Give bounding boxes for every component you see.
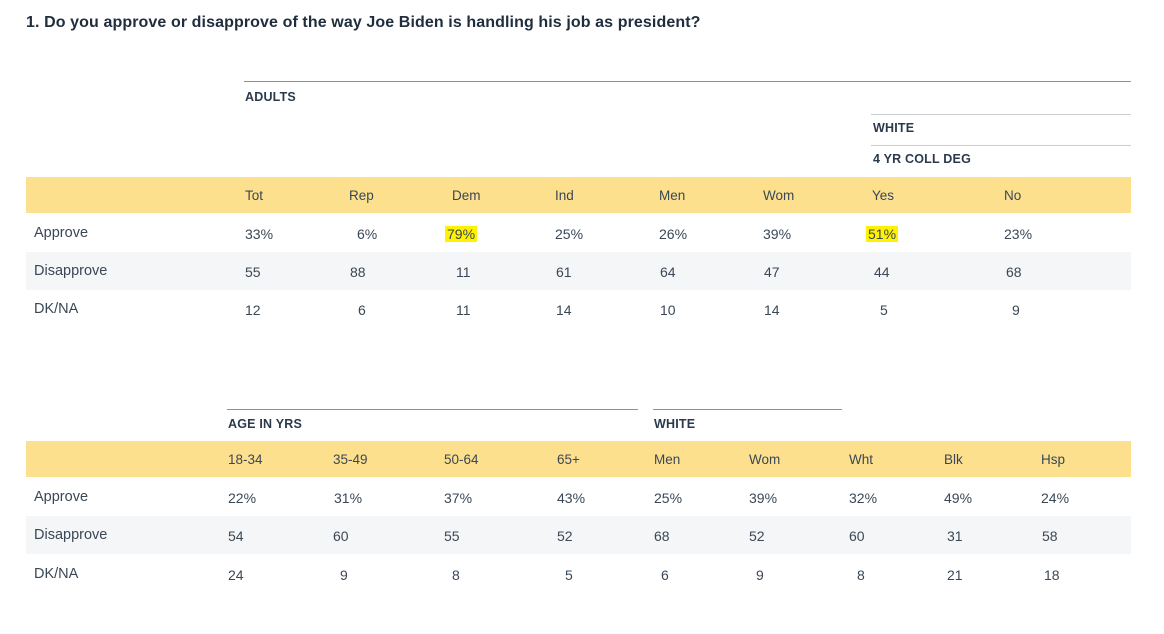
cell: 64 <box>660 264 676 280</box>
cell: 61 <box>556 264 572 280</box>
col-header-men: Men <box>654 452 681 467</box>
cell: 47 <box>764 264 780 280</box>
cell: 23% <box>1004 226 1033 242</box>
question-title: 1. Do you approve or disapprove of the w… <box>26 14 701 31</box>
row-stripe <box>26 516 1131 554</box>
row-label-disapprove: Disapprove <box>34 263 108 279</box>
cell: 10 <box>660 302 676 318</box>
cell: 68 <box>1006 264 1022 280</box>
cell: 79% <box>445 226 478 242</box>
col-header-no: No <box>1004 188 1022 203</box>
cell: 49% <box>944 490 973 506</box>
cell: 24% <box>1041 490 1070 506</box>
cell: 58 <box>1042 528 1058 544</box>
row-stripe <box>26 252 1131 290</box>
group-label-coll-deg: 4 YR COLL DEG <box>873 152 971 166</box>
col-header-ind: Ind <box>555 188 574 203</box>
cell: 52 <box>749 528 765 544</box>
cell: 11 <box>456 302 471 318</box>
cell: 60 <box>333 528 349 544</box>
col-header-dem: Dem <box>452 188 481 203</box>
cell: 26% <box>659 226 688 242</box>
row-label-dkna: DK/NA <box>34 566 79 582</box>
col-header-blk: Blk <box>944 452 963 467</box>
col-header-yes: Yes <box>872 188 895 203</box>
cell: 14 <box>764 302 780 318</box>
group-label-age: AGE IN YRS <box>228 417 303 431</box>
col-header-wom: Wom <box>749 452 781 467</box>
row-label-approve: Approve <box>34 225 89 241</box>
row-label-dkna: DK/NA <box>34 301 79 317</box>
cell: 88 <box>350 264 366 280</box>
cell: 51% <box>866 226 899 242</box>
col-header-wom: Wom <box>763 188 795 203</box>
group-label-white-2: WHITE <box>654 417 696 431</box>
cell: 32% <box>849 490 878 506</box>
header-band <box>26 441 1131 477</box>
cell: 9 <box>1012 302 1020 318</box>
cell: 18 <box>1044 567 1060 583</box>
header-band <box>26 177 1131 213</box>
coll-deg-rule <box>871 145 1131 146</box>
cell: 39% <box>763 226 792 242</box>
cell: 43% <box>557 490 586 506</box>
col-header-18-34: 18-34 <box>228 452 263 467</box>
cell: 9 <box>756 567 764 583</box>
cell: 11 <box>456 264 471 280</box>
cell: 5 <box>880 302 888 318</box>
cell: 6 <box>661 567 669 583</box>
highlighted-value: 51% <box>866 226 899 242</box>
cell: 12 <box>245 302 261 318</box>
adults-rule <box>244 81 1131 82</box>
cell: 5 <box>565 567 573 583</box>
cell: 39% <box>749 490 778 506</box>
cell: 52 <box>557 528 573 544</box>
cell: 31% <box>334 490 363 506</box>
white-rule-2 <box>653 409 842 410</box>
cell: 68 <box>654 528 670 544</box>
group-label-white: WHITE <box>873 121 915 135</box>
cell: 6% <box>357 226 378 242</box>
cell: 44 <box>874 264 890 280</box>
row-label-approve: Approve <box>34 489 89 505</box>
cell: 6 <box>358 302 366 318</box>
col-header-65plus: 65+ <box>557 452 580 467</box>
row-label-disapprove: Disapprove <box>34 527 108 543</box>
col-header-hsp: Hsp <box>1041 452 1066 467</box>
col-header-50-64: 50-64 <box>444 452 479 467</box>
cell: 21 <box>947 567 963 583</box>
white-rule <box>871 114 1131 115</box>
highlighted-value: 79% <box>445 226 478 242</box>
col-header-35-49: 35-49 <box>333 452 368 467</box>
group-label-adults: ADULTS <box>245 90 296 104</box>
col-header-rep: Rep <box>349 188 374 203</box>
cell: 22% <box>228 490 257 506</box>
cell: 55 <box>444 528 460 544</box>
cell: 60 <box>849 528 865 544</box>
col-header-tot: Tot <box>245 188 264 203</box>
cell: 54 <box>228 528 244 544</box>
age-rule <box>227 409 638 410</box>
cell: 25% <box>654 490 683 506</box>
cell: 8 <box>857 567 865 583</box>
cell: 9 <box>340 567 348 583</box>
cell: 8 <box>452 567 460 583</box>
cell: 24 <box>228 567 244 583</box>
cell: 55 <box>245 264 261 280</box>
cell: 31 <box>947 528 963 544</box>
cell: 37% <box>444 490 473 506</box>
col-header-wht: Wht <box>849 452 874 467</box>
col-header-men: Men <box>659 188 686 203</box>
cell: 14 <box>556 302 572 318</box>
cell: 33% <box>245 226 274 242</box>
cell: 25% <box>555 226 584 242</box>
